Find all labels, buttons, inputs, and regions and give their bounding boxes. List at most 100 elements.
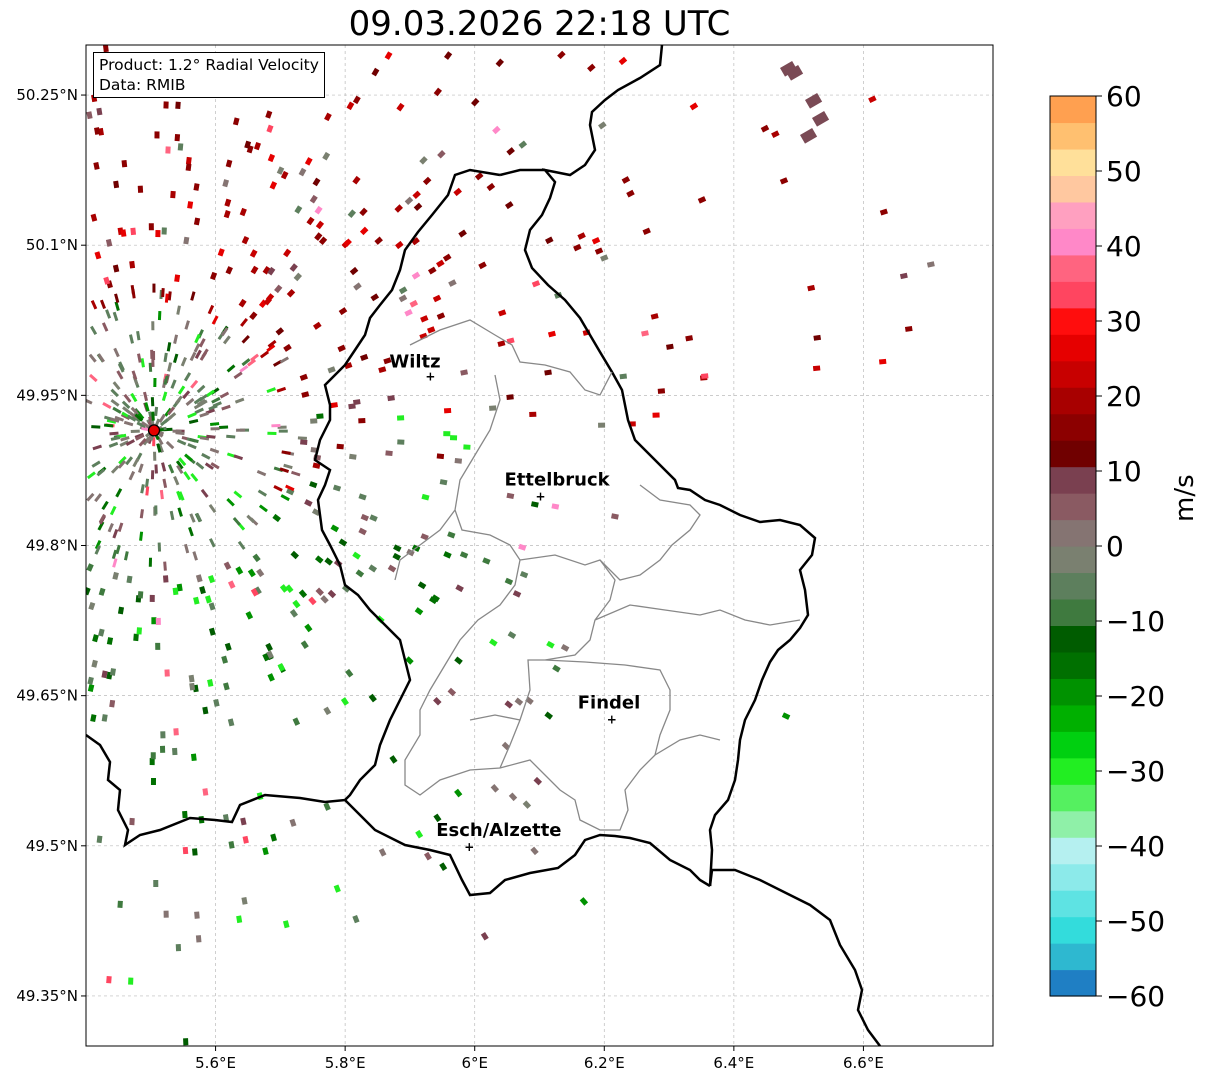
velocity-pixel — [245, 611, 254, 620]
colorbar-unit-label: m/s — [1170, 474, 1200, 522]
velocity-pixel — [262, 652, 270, 662]
velocity-pixel — [121, 159, 128, 168]
velocity-pixel — [151, 357, 155, 367]
velocity-pixel — [211, 315, 219, 325]
velocity-pixel — [412, 190, 421, 200]
velocity-pixel — [265, 110, 273, 119]
velocity-pixel — [188, 418, 199, 424]
velocity-pixel — [96, 107, 103, 116]
velocity-pixel — [235, 566, 244, 575]
velocity-pixel — [223, 682, 230, 691]
velocity-pixel — [522, 800, 532, 809]
velocity-pixel — [154, 505, 158, 515]
velocity-pixel — [345, 668, 354, 678]
velocity-pixel — [272, 359, 283, 367]
velocity-pixel — [267, 431, 277, 436]
velocity-pixel — [184, 320, 190, 330]
velocity-pixel — [133, 633, 139, 642]
velocity-pixel — [310, 418, 318, 424]
velocity-pixel — [159, 418, 169, 427]
colorbar-tick-label: −30 — [1106, 755, 1165, 788]
velocity-pixel — [279, 467, 290, 473]
velocity-pixel — [167, 464, 175, 474]
colorbar-tick-label: 10 — [1106, 455, 1142, 488]
velocity-pixel — [250, 265, 259, 275]
velocity-pixel — [150, 349, 154, 359]
velocity-pixel — [359, 226, 369, 236]
colorbar-segment — [1050, 334, 1096, 362]
velocity-pixel — [112, 406, 122, 414]
velocity-pixel — [436, 453, 445, 460]
velocity-pixel — [97, 521, 105, 531]
velocity-pixel — [193, 402, 204, 410]
velocity-pixel — [442, 253, 452, 262]
velocity-pixel — [173, 334, 179, 344]
velocity-pixel — [805, 93, 823, 109]
velocity-pixel — [266, 124, 274, 133]
velocity-pixel — [222, 179, 230, 188]
velocity-pixel — [91, 425, 101, 429]
velocity-pixel — [320, 595, 329, 604]
velocity-pixel — [233, 490, 243, 499]
colorbar-segment — [1050, 969, 1096, 997]
velocity-pixel — [256, 470, 267, 477]
velocity-pixel — [275, 327, 285, 336]
velocity-pixel — [322, 151, 331, 161]
velocity-pixel — [211, 396, 221, 404]
lat-tick-label: 50.1°N — [26, 236, 78, 254]
lat-tick-label: 49.35°N — [16, 987, 78, 1005]
velocity-pixel — [150, 470, 155, 480]
velocity-pixel — [304, 157, 313, 166]
velocity-pixel — [101, 714, 108, 722]
velocity-pixel — [94, 251, 102, 260]
lat-tick-label: 49.95°N — [16, 386, 78, 404]
velocity-pixel — [105, 309, 112, 319]
velocity-pixel — [262, 847, 269, 856]
velocity-pixel — [333, 884, 341, 893]
velocity-pixel — [420, 533, 429, 541]
velocity-pixel — [204, 462, 214, 470]
velocity-pixel — [318, 236, 328, 246]
velocity-pixel — [259, 350, 270, 359]
velocity-pixel — [266, 387, 276, 394]
velocity-pixel — [190, 379, 199, 389]
velocity-pixel — [368, 693, 377, 703]
colorbar-segment — [1050, 466, 1096, 494]
velocity-pixel — [129, 817, 135, 826]
colorbar-tick-label: −60 — [1106, 980, 1165, 1013]
velocity-pixel — [300, 439, 308, 445]
velocity-pixel — [233, 454, 244, 461]
velocity-pixel — [327, 589, 337, 599]
velocity-pixel — [283, 343, 292, 352]
velocity-pixel — [304, 499, 313, 507]
velocity-pixel — [137, 185, 144, 193]
velocity-pixel — [123, 393, 132, 403]
velocity-pixel — [208, 503, 217, 514]
velocity-pixel — [226, 497, 235, 507]
colorbar-segment — [1050, 731, 1096, 759]
velocity-pixel — [529, 411, 537, 418]
velocity-pixel — [577, 232, 586, 240]
velocity-pixel — [330, 402, 338, 409]
velocity-pixel — [349, 266, 359, 276]
velocity-pixel — [396, 415, 405, 421]
velocity-pixel — [151, 321, 155, 331]
velocity-pixel — [506, 492, 515, 500]
velocity-pixel — [182, 390, 191, 400]
velocity-pixel — [626, 189, 635, 198]
velocity-pixel — [122, 406, 132, 415]
velocity-pixel — [422, 176, 432, 186]
velocity-pixel — [152, 437, 156, 447]
velocity-pixel — [573, 243, 582, 252]
velocity-pixel — [232, 517, 241, 526]
velocity-pixel — [279, 584, 289, 593]
velocity-pixel — [415, 829, 424, 839]
velocity-pixel — [252, 553, 261, 563]
velocity-pixel — [519, 570, 529, 579]
velocity-pixel — [600, 254, 609, 262]
city-marker: + — [425, 369, 435, 383]
velocity-pixel — [167, 362, 173, 372]
velocity-pixel — [247, 358, 257, 367]
velocity-pixel — [285, 484, 295, 492]
